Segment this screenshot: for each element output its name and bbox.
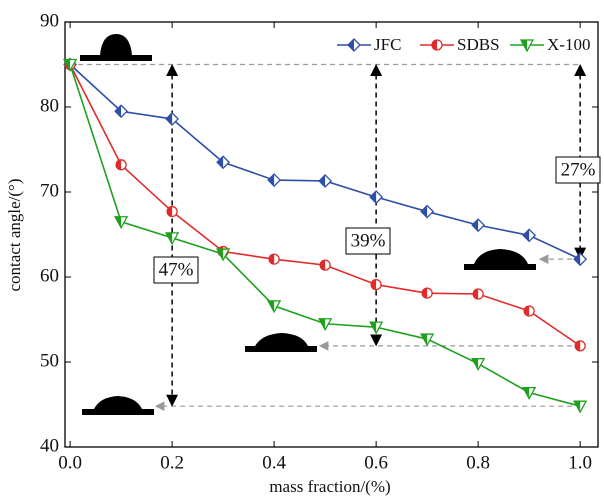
- marker: [166, 205, 178, 218]
- x-axis-label: mass fraction/(%): [269, 477, 390, 496]
- marker: [216, 248, 231, 262]
- annotation: 39%: [351, 230, 386, 251]
- annotation-box: [555, 156, 601, 184]
- annotation: 47%: [159, 259, 194, 280]
- marker-half: [574, 253, 581, 266]
- y-tick-label: 80: [40, 95, 59, 116]
- marker-half: [268, 174, 275, 187]
- marker-half: [575, 340, 581, 351]
- marker: [267, 300, 282, 314]
- marker-half: [319, 174, 326, 187]
- marker-half: [422, 288, 428, 299]
- marker-half: [115, 105, 122, 118]
- marker: [318, 174, 333, 188]
- marker: [573, 252, 588, 267]
- marker: [114, 104, 129, 119]
- marker: [216, 155, 231, 170]
- legend-label: JFC: [374, 35, 401, 54]
- marker-half: [348, 39, 354, 51]
- droplets: [80, 34, 536, 415]
- marker: [471, 358, 486, 372]
- marker-half: [472, 358, 479, 370]
- legend-label: SDBS: [457, 35, 500, 54]
- marker: [431, 39, 443, 51]
- annotation-box: [345, 227, 391, 255]
- marker: [115, 159, 127, 171]
- marker-half: [64, 59, 71, 71]
- marker: [319, 259, 331, 271]
- plot-frame: [64, 21, 599, 448]
- x-tick-label: 0.8: [466, 452, 490, 473]
- marker: [574, 340, 586, 352]
- y-tick-label: 40: [40, 435, 59, 456]
- marker: [369, 190, 384, 205]
- marker-half: [421, 334, 428, 346]
- marker: [573, 400, 588, 414]
- marker-half: [167, 206, 173, 217]
- marker-half: [523, 387, 530, 399]
- marker: [267, 173, 282, 188]
- marker-half: [473, 289, 479, 299]
- marker-half: [524, 306, 530, 316]
- annotation-box: [153, 256, 199, 284]
- marker: [421, 287, 433, 299]
- marker-half: [521, 40, 527, 51]
- marker: [165, 111, 180, 126]
- marker-half: [269, 254, 275, 265]
- marker: [114, 216, 129, 230]
- y-tick-label: 50: [40, 350, 59, 371]
- marker: [420, 333, 435, 347]
- marker: [63, 58, 78, 72]
- marker: [522, 386, 537, 400]
- marker: [369, 321, 384, 335]
- marker: [165, 232, 180, 246]
- marker-half: [268, 300, 275, 312]
- marker: [370, 279, 382, 291]
- marker-half: [421, 205, 428, 218]
- series-line: [69, 64, 581, 347]
- marker-half: [320, 260, 326, 271]
- legend-label: X-100: [547, 35, 590, 54]
- marker: [471, 218, 486, 233]
- x-tick-label: 0.4: [262, 452, 286, 473]
- marker-half: [217, 249, 224, 261]
- marker: [522, 228, 537, 243]
- marker-half: [371, 279, 377, 290]
- marker-half: [217, 156, 224, 169]
- x-tick-label: 0.2: [160, 452, 184, 473]
- marker: [347, 38, 361, 52]
- marker: [318, 318, 333, 332]
- marker: [519, 39, 535, 53]
- x-tick-label: 1.0: [568, 452, 592, 473]
- annotation: 27%: [561, 159, 596, 180]
- marker-half: [116, 159, 122, 170]
- y-axis-label: contact angle/(°): [5, 179, 24, 292]
- marker-half: [370, 191, 377, 204]
- y-tick-label: 90: [40, 10, 59, 31]
- x-tick-label: 0.0: [58, 452, 82, 473]
- marker-half: [472, 219, 479, 232]
- marker-half: [166, 112, 173, 125]
- x-tick-label: 0.6: [364, 452, 388, 473]
- marker-half: [523, 229, 530, 242]
- y-tick-label: 70: [40, 180, 59, 201]
- marker: [472, 288, 484, 300]
- marker: [420, 204, 435, 219]
- marker: [523, 305, 535, 317]
- marker: [268, 253, 280, 265]
- marker-half: [432, 40, 437, 50]
- y-tick-label: 60: [40, 265, 59, 286]
